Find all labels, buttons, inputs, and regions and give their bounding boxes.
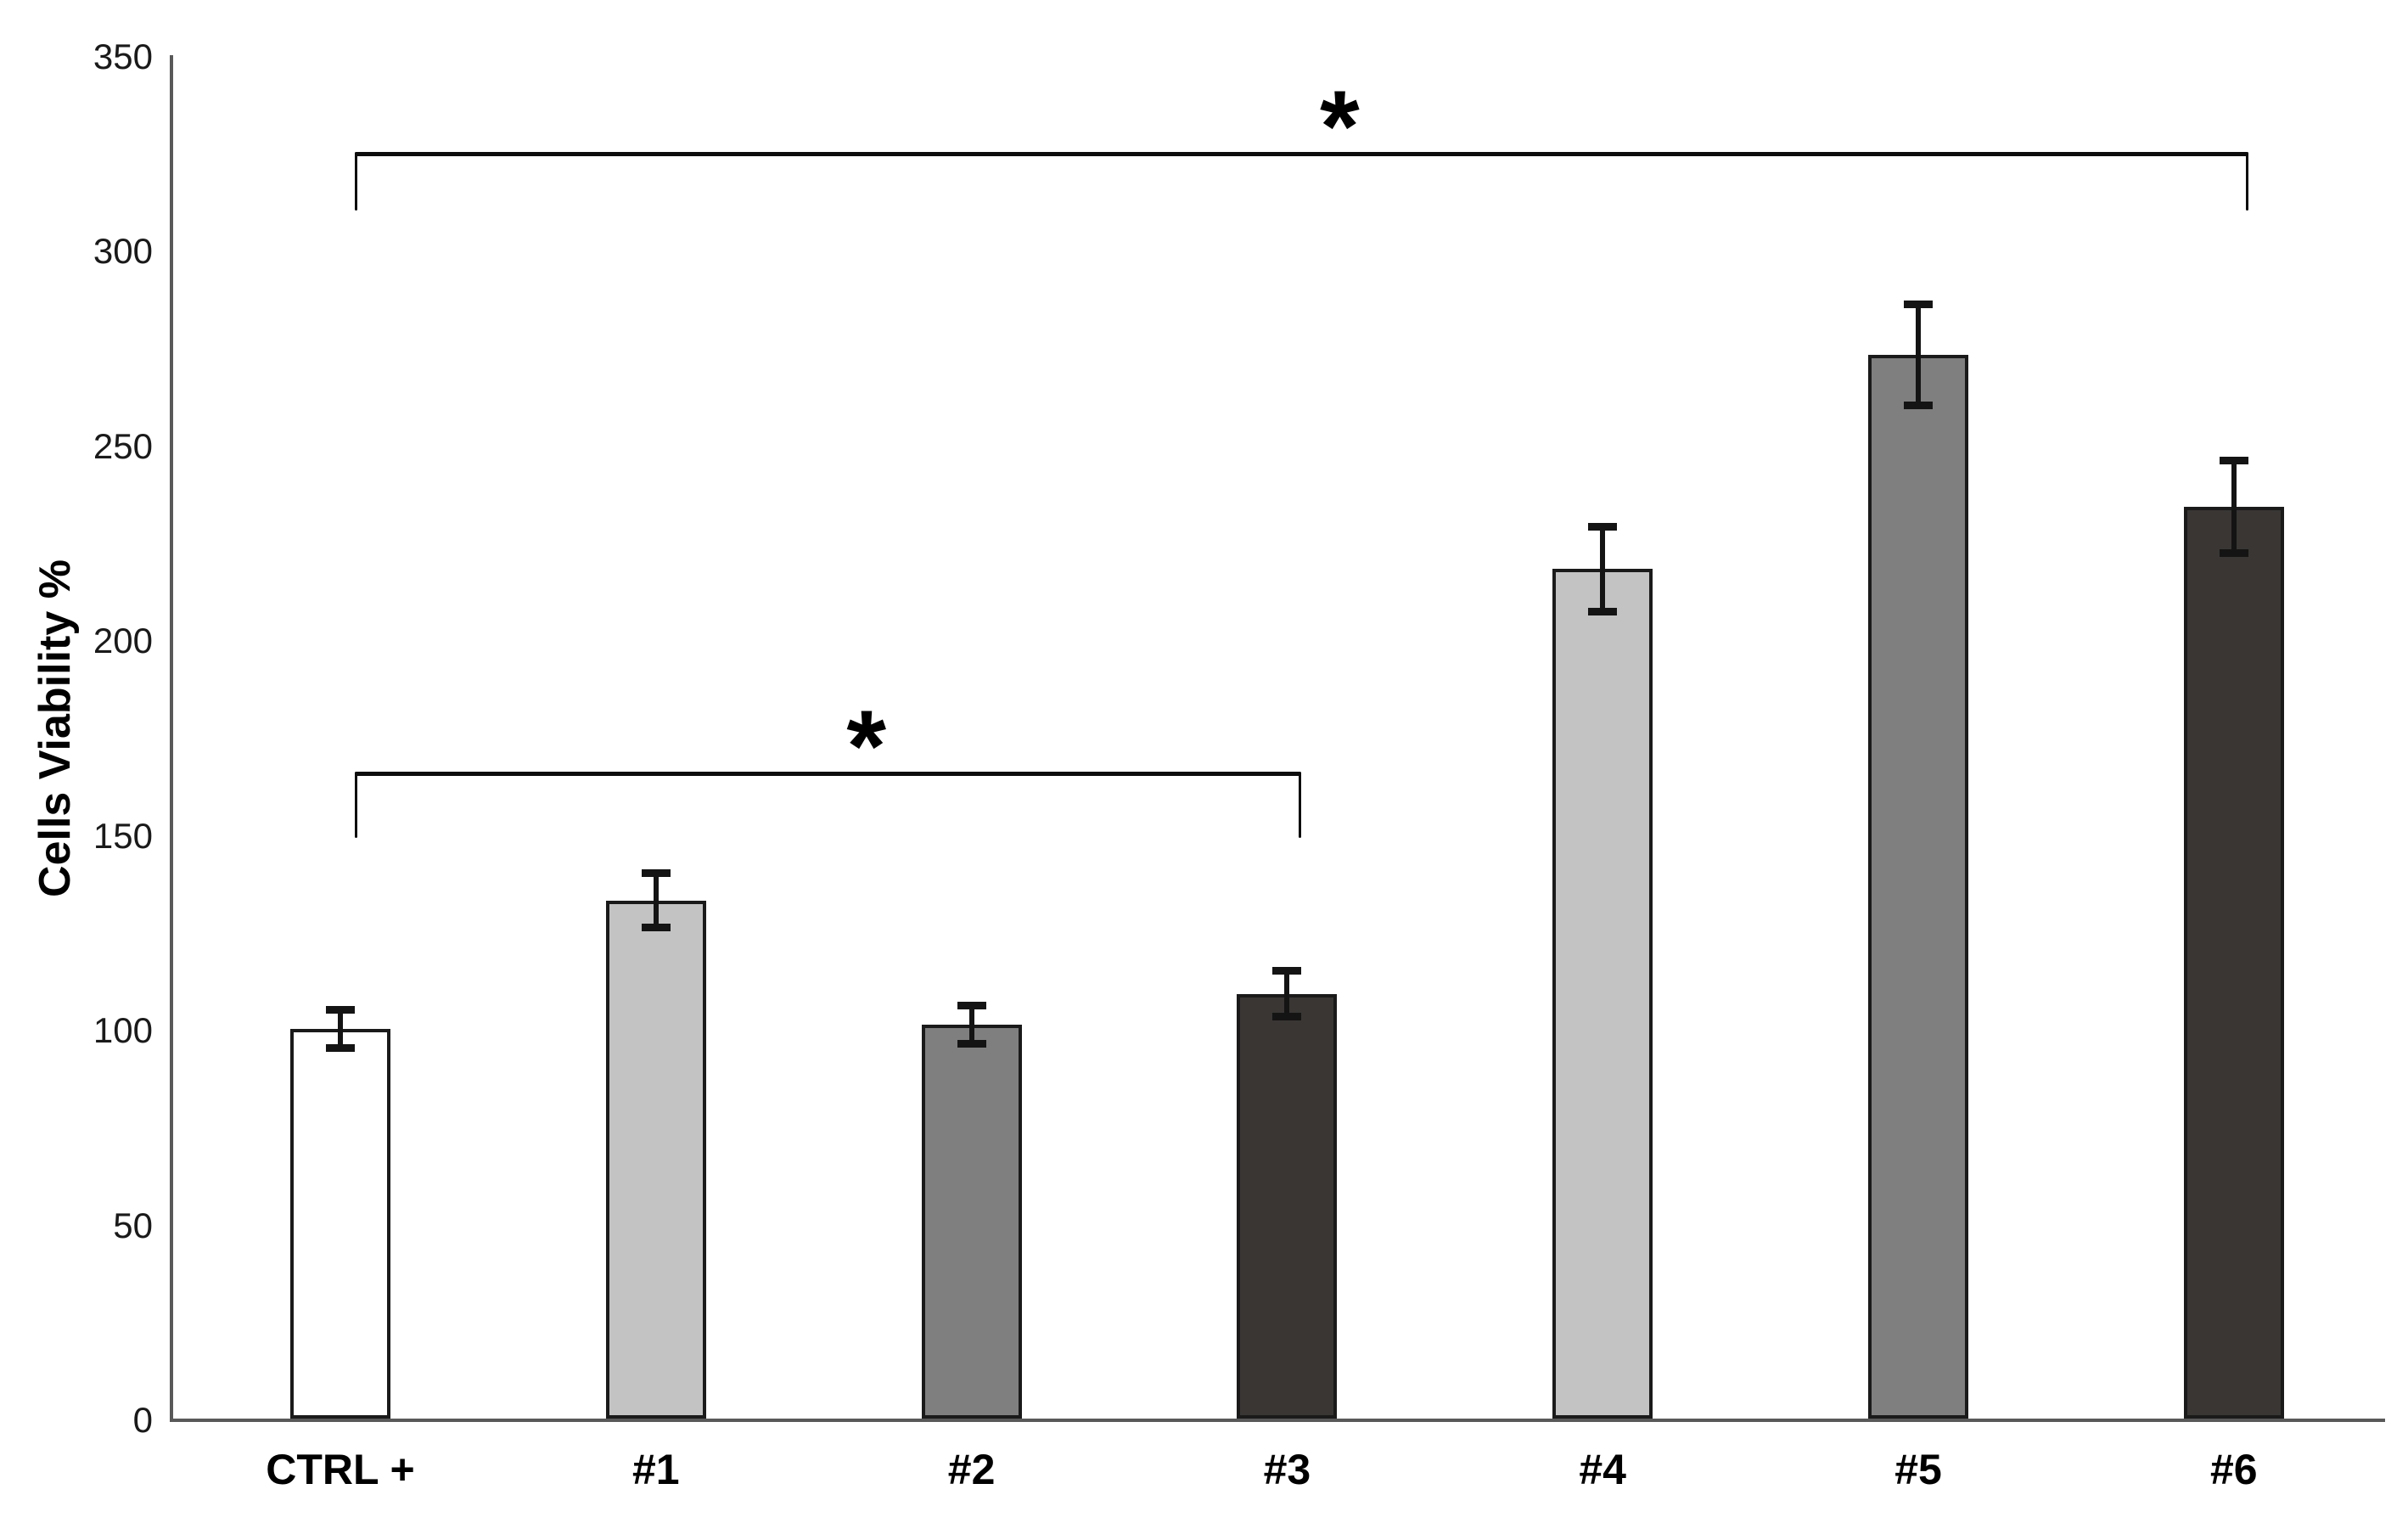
- error-bar-cap-top: [326, 1006, 355, 1014]
- significance-bracket-line: [355, 772, 1302, 777]
- x-category-label: #2: [947, 1446, 996, 1493]
- bar-3: [1237, 993, 1338, 1419]
- y-tick-label: 300: [93, 231, 153, 271]
- error-bar-cap-top: [1904, 301, 1933, 309]
- x-category-label: #4: [1579, 1446, 1626, 1493]
- bar-6: [2183, 506, 2284, 1419]
- error-bar-cap-top: [641, 869, 671, 878]
- significance-bracket-left-hook: [355, 772, 357, 839]
- error-bar: [968, 1005, 974, 1045]
- x-category-label: #5: [1894, 1446, 1942, 1493]
- error-bar: [338, 1009, 343, 1048]
- bar-5: [1868, 354, 1968, 1419]
- error-bar-cap-bottom: [1588, 607, 1618, 615]
- error-bar: [2231, 459, 2237, 554]
- bar-1: [605, 900, 706, 1419]
- error-bar-cap-bottom: [326, 1043, 355, 1052]
- error-bar-cap-bottom: [2219, 549, 2248, 558]
- x-category-label: #3: [1263, 1446, 1311, 1493]
- significance-bracket-right-hook: [1299, 772, 1302, 839]
- significance-bracket-left-hook: [355, 152, 357, 211]
- error-bar-cap-top: [1272, 967, 1302, 975]
- error-bar: [653, 873, 659, 928]
- x-category-label: #1: [631, 1446, 680, 1493]
- y-tick-label: 100: [93, 1010, 153, 1050]
- error-bar-cap-bottom: [1272, 1013, 1302, 1021]
- error-bar-cap-bottom: [957, 1040, 986, 1048]
- error-bar: [1600, 525, 1606, 612]
- bar-4: [1552, 569, 1653, 1419]
- error-bar: [1284, 970, 1290, 1018]
- error-bar-cap-top: [1588, 522, 1618, 531]
- error-bar-cap-top: [2219, 456, 2248, 464]
- error-bar: [1916, 304, 1921, 406]
- significance-bracket-line: [355, 152, 2248, 157]
- y-tick-label: 250: [93, 425, 153, 466]
- error-bar-cap-bottom: [641, 923, 671, 931]
- y-axis-line: [170, 54, 173, 1422]
- y-tick-label: 50: [113, 1205, 153, 1245]
- y-tick-label: 0: [132, 1400, 153, 1440]
- x-category-label: #6: [2209, 1446, 2258, 1493]
- x-category-label: CTRL +: [266, 1446, 415, 1493]
- y-tick-label: 350: [93, 36, 153, 76]
- error-bar-cap-bottom: [1904, 401, 1933, 409]
- bar-ctrl: [290, 1029, 390, 1419]
- y-tick-label: 150: [93, 815, 153, 856]
- significance-asterisk: *: [846, 689, 887, 804]
- bar-2: [921, 1025, 1022, 1419]
- y-tick-label: 200: [93, 621, 153, 660]
- x-axis-line: [170, 1419, 2385, 1422]
- error-bar-cap-top: [957, 1002, 986, 1010]
- significance-bracket-right-hook: [2245, 152, 2248, 211]
- significance-asterisk: *: [1320, 70, 1360, 184]
